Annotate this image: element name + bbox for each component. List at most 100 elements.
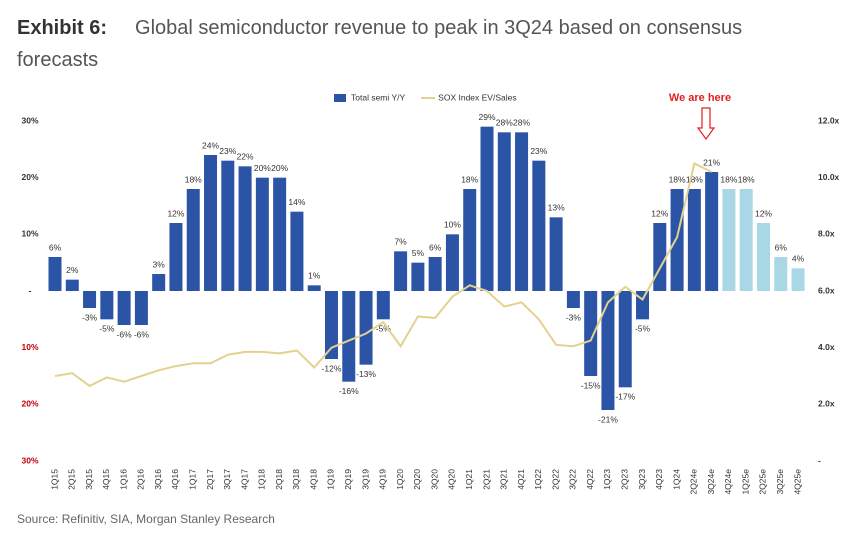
x-tick-label: 3Q22	[568, 469, 578, 490]
bar	[134, 291, 148, 325]
data-label: 6%	[49, 242, 62, 252]
data-label: 20%	[254, 163, 271, 173]
bar	[515, 132, 529, 291]
data-label: 5%	[412, 248, 425, 258]
x-tick-label: 4Q15	[101, 469, 111, 490]
data-label: 24%	[202, 140, 219, 150]
x-tick-label: 1Q20	[395, 469, 405, 490]
x-tick-label: 1Q15	[49, 469, 59, 490]
data-label: 23%	[530, 146, 547, 156]
bar	[169, 223, 183, 291]
x-tick-label: 1Q19	[326, 469, 336, 490]
bar	[83, 291, 97, 308]
x-tick-label: 4Q19	[378, 469, 388, 490]
data-label: 21%	[703, 157, 720, 167]
data-label: -5%	[376, 324, 392, 334]
y-tick-label: 20%	[21, 172, 38, 182]
data-label: -21%	[598, 414, 618, 424]
data-label: 18%	[686, 174, 703, 184]
bar	[653, 223, 667, 291]
y-tick-label: -	[29, 285, 32, 295]
x-tick-label: 4Q16	[170, 469, 180, 490]
bar	[756, 223, 770, 291]
bar	[65, 279, 79, 291]
line	[54, 162, 713, 388]
y2-tick-label: 8.0x	[818, 229, 835, 239]
chart-title: Global semiconductor revenue to peak in …	[17, 17, 743, 71]
data-label: 20%	[271, 163, 288, 173]
data-label: -12%	[322, 363, 342, 373]
data-label: -3%	[566, 312, 582, 322]
data-label: -5%	[99, 324, 115, 334]
bar	[117, 291, 131, 325]
x-tick-label: 4Q22	[585, 469, 595, 490]
x-tick-label: 3Q18	[291, 469, 301, 490]
bar	[722, 189, 736, 291]
y-tick-label: 10%	[21, 342, 38, 352]
x-tick-label: 1Q17	[187, 469, 197, 490]
data-label: 7%	[394, 237, 407, 247]
bar	[497, 132, 511, 291]
bar	[584, 291, 598, 376]
data-label: 13%	[548, 203, 565, 213]
x-tick-label: 4Q24e	[723, 469, 733, 495]
data-label: -5%	[635, 324, 651, 334]
data-label: 18%	[738, 174, 755, 184]
x-tick-label: 2Q19	[343, 469, 353, 490]
x-tick-label: 2Q22	[550, 469, 560, 490]
data-label: -13%	[356, 369, 376, 379]
data-label: 28%	[496, 118, 513, 128]
annotation-arrow	[696, 107, 716, 141]
bar	[324, 291, 338, 359]
x-tick-label: 1Q25e	[740, 469, 750, 495]
title-block: Exhibit 6: Global semiconductor revenue t…	[17, 12, 807, 76]
data-label: -15%	[581, 380, 601, 390]
x-tick-label: 3Q21	[499, 469, 509, 490]
data-label: 10%	[444, 220, 461, 230]
data-label: 12%	[167, 208, 184, 218]
exhibit-label: Exhibit 6:	[17, 17, 108, 39]
x-tick-label: 3Q15	[84, 469, 94, 490]
bar	[670, 189, 684, 291]
x-tick-label: 1Q16	[118, 469, 128, 490]
data-label: 6%	[429, 242, 442, 252]
data-label: 28%	[513, 118, 530, 128]
y-tick-label: 30%	[21, 455, 38, 465]
data-label: 29%	[478, 112, 495, 122]
x-tick-label: 4Q21	[516, 469, 526, 490]
x-tick-label: 2Q17	[205, 469, 215, 490]
bar	[445, 234, 459, 291]
bar	[290, 211, 304, 291]
bar	[204, 155, 218, 291]
x-tick-label: 3Q16	[153, 469, 163, 490]
x-tick-label: 4Q20	[447, 469, 457, 490]
bar	[238, 166, 252, 291]
source: Source: Refinitiv, SIA, Morgan Stanley R…	[17, 512, 275, 526]
legend-swatch	[334, 94, 346, 102]
bar	[687, 189, 701, 291]
x-tick-label: 3Q19	[360, 469, 370, 490]
x-tick-label: 3Q20	[429, 469, 439, 490]
bar	[186, 189, 200, 291]
legend-label: SOX Index EV/Sales	[438, 92, 516, 102]
bar	[100, 291, 114, 320]
bar	[152, 274, 166, 291]
y-tick-label: 20%	[21, 399, 38, 409]
y2-tick-label: 12.0x	[818, 115, 840, 125]
x-tick-label: 1Q24	[671, 469, 681, 490]
x-tick-label: 4Q17	[239, 469, 249, 490]
x-tick-label: 1Q23	[602, 469, 612, 490]
bar	[774, 257, 788, 291]
y2-tick-label: 10.0x	[818, 172, 840, 182]
data-label: -3%	[82, 312, 98, 322]
data-label: -17%	[615, 392, 635, 402]
x-tick-label: 3Q25e	[775, 469, 785, 495]
bar	[601, 291, 615, 410]
x-tick-label: 2Q25e	[758, 469, 768, 495]
data-label: -6%	[134, 329, 150, 339]
bar	[618, 291, 632, 388]
y2-tick-label: 6.0x	[818, 285, 835, 295]
x-tick-label: 4Q25e	[792, 469, 802, 495]
data-label: 12%	[651, 208, 668, 218]
